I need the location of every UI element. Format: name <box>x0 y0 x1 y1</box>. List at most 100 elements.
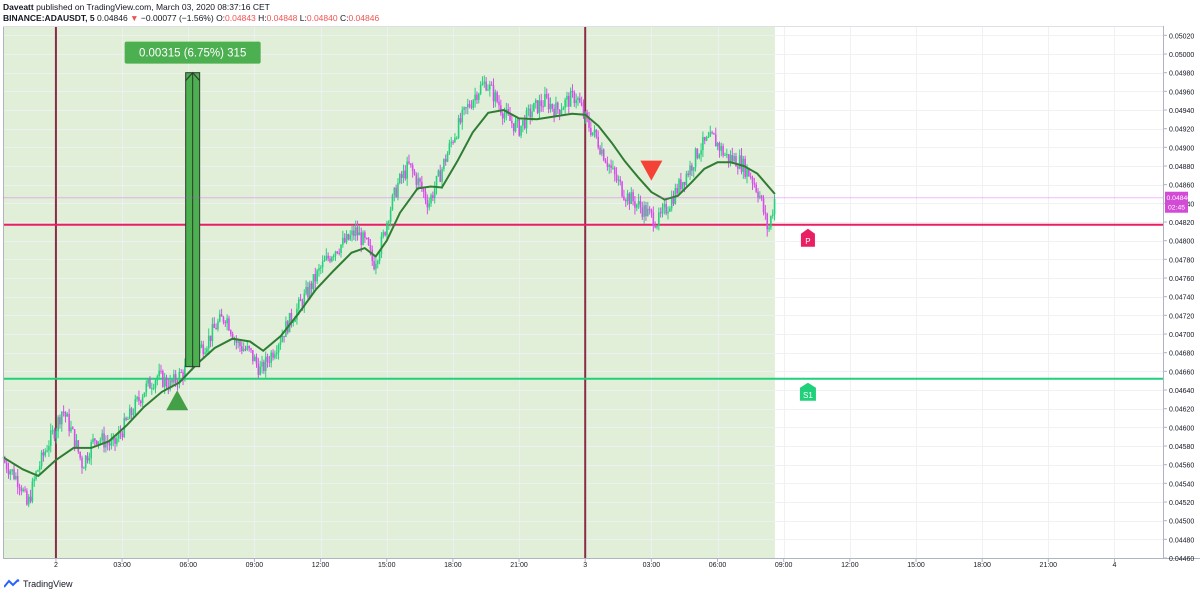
candle-body <box>395 187 397 198</box>
candle-body <box>648 208 651 210</box>
candle-body <box>670 196 673 209</box>
candle-body <box>433 188 436 199</box>
candle-body <box>66 414 69 417</box>
candle-body <box>678 179 680 194</box>
candle-body <box>744 158 746 177</box>
candle-body <box>228 318 230 331</box>
candle-body <box>143 392 146 397</box>
candle-body <box>773 198 776 215</box>
candle-body <box>367 238 370 246</box>
price-tick-label: 0.04940 <box>1169 108 1194 115</box>
candle-body <box>209 335 212 341</box>
candle-body <box>577 98 579 101</box>
candle-body <box>764 212 767 214</box>
candle-body <box>299 299 302 302</box>
candle-body <box>173 374 175 383</box>
candle-body <box>479 85 482 94</box>
candle-body <box>204 352 206 354</box>
candle-body <box>457 118 460 138</box>
candle-body <box>472 100 475 108</box>
candle-body <box>110 440 113 446</box>
candle-body <box>626 193 629 202</box>
candle-body <box>48 446 50 451</box>
candle-body <box>307 287 309 298</box>
candle-body <box>321 261 324 268</box>
price-tick-label: 0.04660 <box>1169 369 1194 376</box>
candle-body <box>498 101 500 106</box>
time-axis[interactable]: 2 03:00 06:00 09:00 12:00 15:00 18:00 21:00 3 03:… <box>54 558 1117 569</box>
candle-body <box>345 234 348 243</box>
price-axis[interactable]: 0.05020 0.05000 0.04980 0.04960 0.04940 0.049… <box>1163 33 1194 563</box>
candle-body <box>518 119 521 136</box>
candle-body <box>342 237 344 245</box>
candle-body <box>343 237 346 243</box>
candle-body <box>602 149 605 161</box>
footer-brand[interactable]: TradingView <box>4 577 73 591</box>
candle-body <box>720 146 723 151</box>
candle-body <box>676 188 678 194</box>
candle-body <box>147 379 149 384</box>
candle-body <box>332 255 335 258</box>
candle-body <box>501 113 504 119</box>
candle-body <box>639 200 642 208</box>
candle-body <box>702 137 704 151</box>
candle-body <box>15 475 17 480</box>
candle-body <box>612 167 614 169</box>
signal-markers <box>166 160 663 411</box>
published-text: published on TradingView.com, March 03, … <box>36 2 270 12</box>
candle-body <box>658 212 660 226</box>
candle-body <box>389 209 392 222</box>
candle-body <box>446 153 449 162</box>
candle-body <box>422 188 425 192</box>
price-tick-label: 0.04640 <box>1169 388 1194 395</box>
price-tick-label: 0.04880 <box>1169 164 1194 171</box>
candle-body <box>595 129 598 137</box>
candle-body <box>310 283 313 290</box>
candle-body <box>272 352 274 358</box>
time-tick-label: 3 <box>583 562 587 569</box>
price-tick-label: 0.04780 <box>1169 257 1194 264</box>
candle-body <box>740 155 743 172</box>
candle-body <box>408 161 410 164</box>
candle-body <box>630 192 633 205</box>
candle-body <box>610 165 612 168</box>
candle-body <box>288 312 291 333</box>
candle-body <box>483 81 486 84</box>
candle-body <box>613 167 616 175</box>
time-tick-label: 09:00 <box>775 562 793 569</box>
candle-body <box>398 174 401 183</box>
candle-body <box>116 438 118 444</box>
candle-body <box>250 348 252 351</box>
candle-body <box>248 346 250 349</box>
candle-body <box>768 227 770 230</box>
candle-body <box>316 270 318 282</box>
time-tick-label: 03:00 <box>113 562 131 569</box>
author-name[interactable]: Daveatt <box>3 2 34 12</box>
candle-body <box>748 168 750 177</box>
candle-body <box>711 132 713 134</box>
high-value: 0.04848 <box>266 13 298 23</box>
candle-body <box>81 457 83 468</box>
candle-body <box>556 102 559 110</box>
time-tick-label: 18:00 <box>444 562 462 569</box>
candle-body <box>444 159 447 162</box>
candle-body <box>692 167 695 171</box>
candle-body <box>536 100 539 113</box>
candle-body <box>760 195 763 199</box>
price-range-measure[interactable]: 0.00315 (6.75%) 315 <box>124 41 261 368</box>
candle-body <box>753 183 756 185</box>
candle-body <box>336 251 339 253</box>
candle-body <box>358 232 361 236</box>
candle-body <box>393 187 396 196</box>
candle-body <box>615 174 618 181</box>
candle-body <box>628 193 631 205</box>
candle-body <box>650 209 653 213</box>
candle-body <box>443 159 445 170</box>
candle-body <box>568 95 570 107</box>
time-tick-label: 09:00 <box>246 562 264 569</box>
candle-body <box>117 431 120 439</box>
measure-label: 0.00315 (6.75%) 315 <box>139 48 246 60</box>
candle-body <box>735 156 737 167</box>
candle-body <box>621 181 623 197</box>
